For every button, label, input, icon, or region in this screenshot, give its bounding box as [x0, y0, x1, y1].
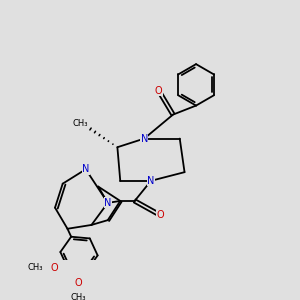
- Text: O: O: [74, 278, 82, 288]
- Text: CH₃: CH₃: [70, 293, 86, 300]
- Text: CH₃: CH₃: [73, 118, 88, 127]
- Text: O: O: [157, 210, 164, 220]
- Text: CH₃: CH₃: [28, 263, 43, 272]
- Text: N: N: [147, 176, 155, 186]
- Text: N: N: [104, 198, 112, 208]
- Text: O: O: [155, 85, 162, 96]
- Text: N: N: [82, 164, 89, 174]
- Text: N: N: [141, 134, 148, 144]
- Text: O: O: [51, 262, 59, 273]
